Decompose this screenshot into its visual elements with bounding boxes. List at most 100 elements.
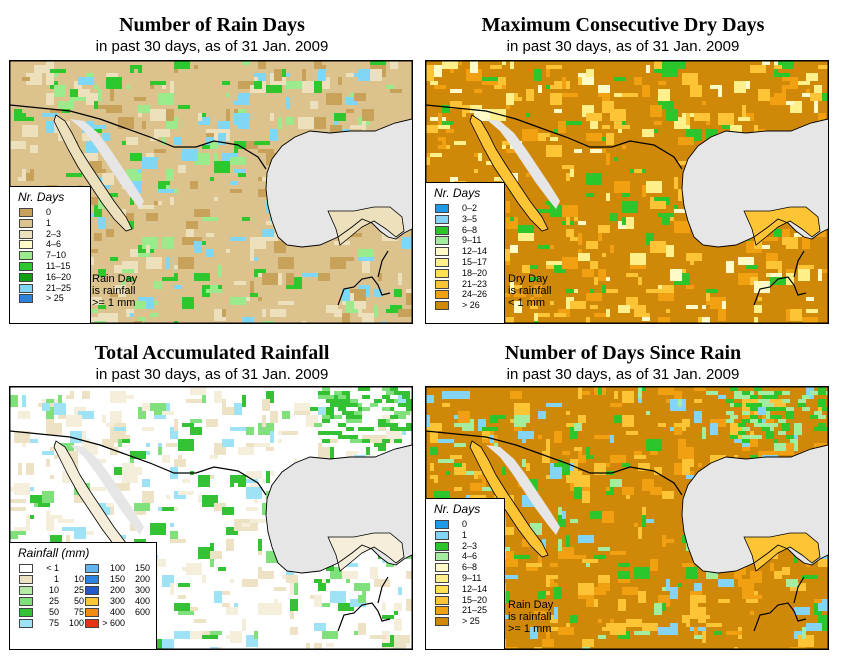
grid-cell: [622, 415, 634, 427]
grid-cell: [190, 181, 198, 189]
grid-cell: [202, 631, 210, 635]
legend-row: 0: [426, 519, 504, 530]
grid-cell: [278, 117, 282, 129]
legend-label-high: 25: [73, 585, 84, 595]
grid-cell: [22, 125, 38, 137]
legend-rain-days: Nr. Days 0 1 2–3 4–6 7–10 11–15 16–20 21–25 > 25: [10, 186, 91, 323]
grid-cell: [330, 125, 342, 133]
grid-cell: [206, 249, 214, 257]
grid-cell: [242, 141, 258, 149]
grid-cell: [738, 579, 754, 587]
grid-cell: [594, 435, 610, 439]
grid-cell: [818, 403, 826, 407]
grid-cell: [550, 85, 554, 89]
grid-cell: [202, 217, 218, 221]
legend-label: 0: [46, 207, 52, 217]
grid-cell: [50, 515, 62, 519]
grid-cell: [454, 141, 466, 145]
grid-cell: [570, 301, 586, 309]
grid-cell: [638, 527, 642, 539]
grid-cell: [586, 133, 602, 141]
grid-cell: [234, 507, 242, 519]
legend-row: 9–11: [426, 235, 504, 246]
grid-cell: [182, 423, 194, 427]
grid-cell: [218, 265, 222, 277]
legend-swatch: [19, 218, 33, 228]
grid-cell: [286, 97, 290, 109]
grid-cell: [694, 627, 698, 635]
grid-cell: [774, 407, 782, 411]
grid-cell: [766, 391, 774, 395]
grid-cell: [314, 595, 322, 607]
grid-cell: [346, 109, 354, 113]
grid-cell: [802, 237, 810, 249]
grid-cell: [130, 459, 134, 463]
grid-cell: [342, 391, 350, 395]
grid-cell: [790, 647, 806, 649]
grid-cell: [538, 555, 542, 567]
grid-cell: [338, 395, 346, 399]
grid-cell: [502, 85, 506, 89]
legend-label: 12–14: [462, 583, 488, 594]
grid-cell: [174, 631, 190, 639]
country-border: [10, 104, 267, 170]
grid-cell: [674, 579, 678, 587]
grid-cell: [718, 85, 722, 97]
grid-cell: [642, 507, 646, 519]
grid-cell: [318, 443, 322, 451]
grid-cell: [658, 293, 674, 301]
grid-cell: [106, 229, 114, 237]
grid-cell: [234, 169, 246, 173]
grid-cell: [310, 407, 318, 411]
grid-cell: [574, 423, 582, 431]
grid-cell: [258, 539, 262, 551]
legend-row: 21–25: [10, 283, 90, 294]
grid-cell: [550, 205, 562, 217]
legend-label: 1: [46, 217, 52, 228]
grid-cell: [274, 69, 282, 81]
gulf-of-california: [70, 445, 144, 535]
grid-cell: [462, 105, 470, 117]
grid-cell: [322, 419, 330, 423]
grid-cell: [646, 519, 654, 523]
grid-cell: [534, 321, 538, 323]
grid-cell: [218, 121, 230, 129]
grid-cell: [450, 455, 462, 459]
grid-cell: [230, 297, 246, 305]
grid-cell: [374, 579, 390, 587]
grid-cell: [222, 277, 230, 289]
grid-cell: [642, 515, 646, 527]
grid-cell: [158, 189, 174, 193]
grid-cell: [254, 615, 270, 627]
grid-cell: [262, 81, 266, 93]
grid-cell: [494, 177, 506, 181]
grid-cell: [610, 213, 618, 221]
grid-cell: [558, 627, 574, 635]
grid-cell: [514, 301, 522, 313]
grid-cell: [106, 423, 114, 427]
grid-cell: [46, 93, 50, 97]
coastline: [10, 61, 412, 323]
grid-cell: [162, 507, 174, 511]
grid-cell: [342, 257, 354, 261]
grid-cell: [266, 85, 282, 93]
grid-cell: [570, 253, 578, 257]
grid-cell: [774, 69, 778, 73]
grid-cell: [718, 579, 734, 587]
grid-cell: [406, 293, 412, 305]
grid-cell: [362, 591, 366, 603]
grid-cell: [586, 423, 590, 435]
grid-cell: [394, 289, 402, 297]
legend-swatch: [19, 597, 33, 606]
panel-subtitle-total-rainfall: in past 30 days, as of 31 Jan. 2009: [95, 366, 329, 383]
grid-cell: [594, 277, 598, 285]
grid-cell: [430, 431, 438, 443]
grid-cell: [134, 97, 146, 101]
grid-cell: [734, 81, 746, 93]
grid-cell: [86, 309, 98, 313]
grid-cell: [574, 487, 582, 499]
grid-cell: [750, 455, 762, 459]
grid-cell: [270, 431, 274, 443]
grid-cell: [230, 181, 238, 185]
grid-cell: [726, 443, 742, 451]
